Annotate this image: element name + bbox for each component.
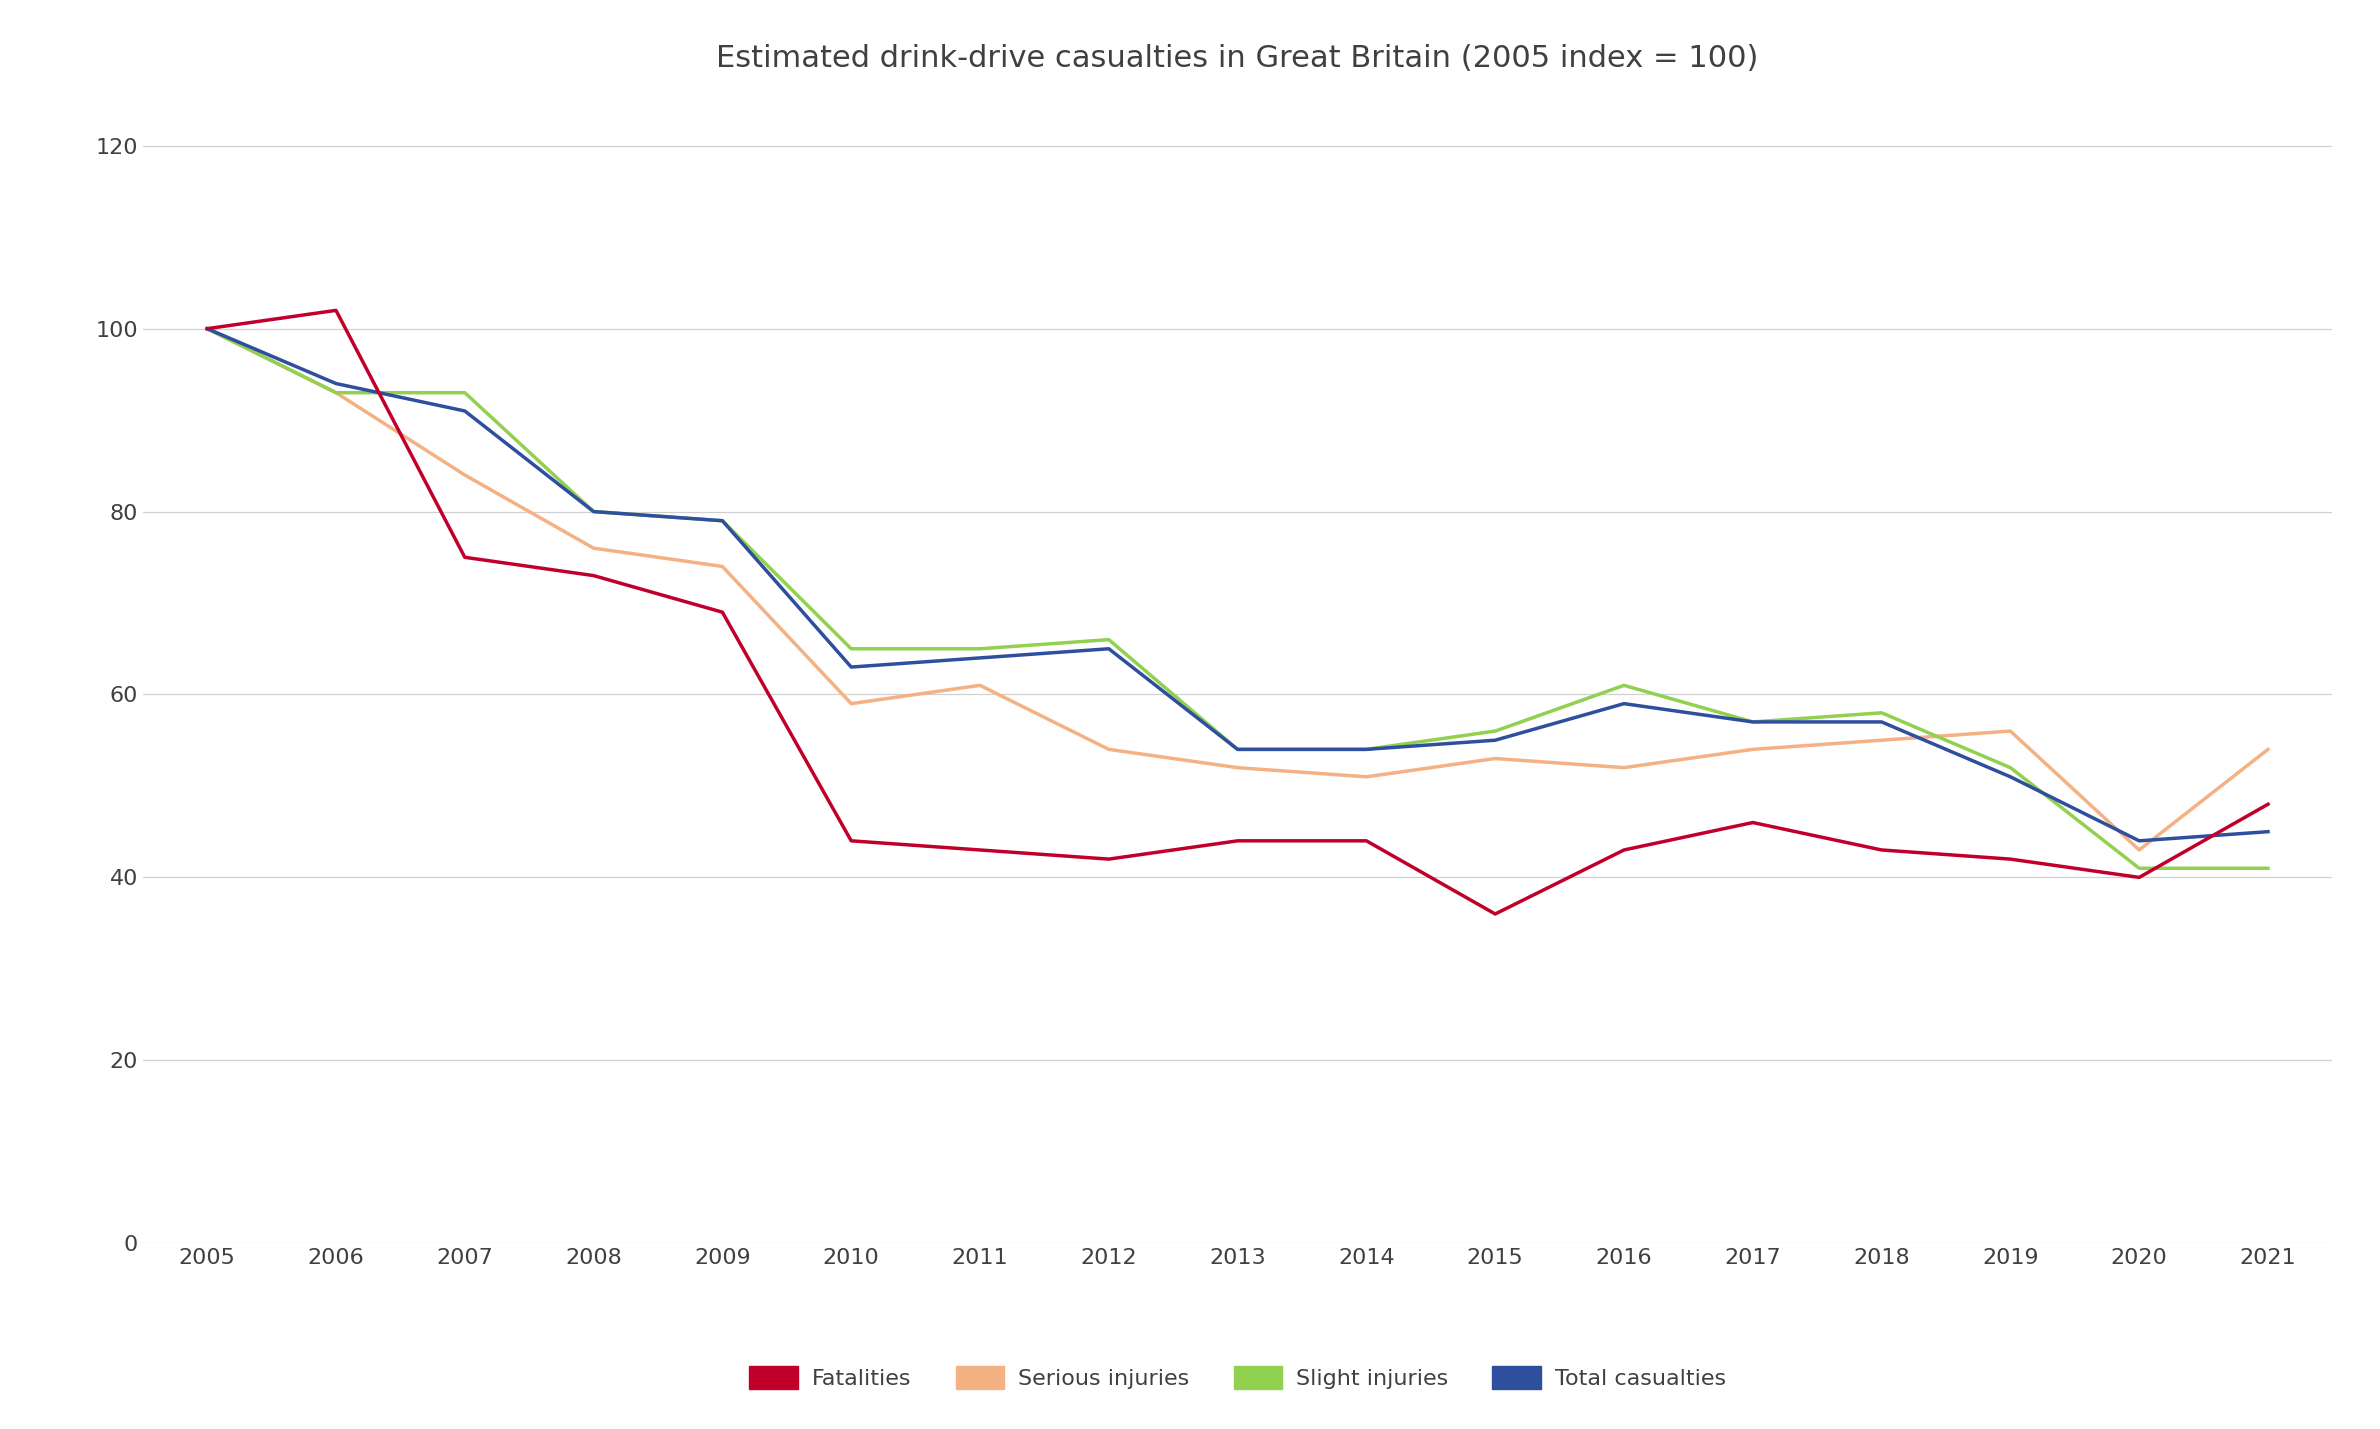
Fatalities: [1223, 832, 1252, 849]
Serious injuries: [1095, 740, 1123, 757]
Fatalities: [2254, 796, 2282, 813]
Serious injuries: [450, 466, 478, 483]
Fatalities: [193, 320, 221, 337]
Fatalities: [709, 603, 738, 620]
Line: Slight injuries: Slight injuries: [207, 329, 2268, 869]
Title: Estimated drink-drive casualties in Great Britain (2005 index = 100): Estimated drink-drive casualties in Grea…: [716, 44, 1759, 73]
Line: Serious injuries: Serious injuries: [207, 329, 2268, 850]
Fatalities: [1868, 842, 1897, 859]
Total casualties: [1480, 732, 1509, 749]
Serious injuries: [193, 320, 221, 337]
Serious injuries: [1480, 750, 1509, 767]
Total casualties: [838, 659, 866, 676]
Total casualties: [450, 403, 478, 420]
Total casualties: [193, 320, 221, 337]
Fatalities: [578, 567, 607, 584]
Serious injuries: [321, 384, 350, 402]
Slight injuries: [193, 320, 221, 337]
Slight injuries: [838, 640, 866, 657]
Total casualties: [2125, 832, 2154, 849]
Slight injuries: [1868, 704, 1897, 722]
Fatalities: [2125, 869, 2154, 886]
Line: Fatalities: Fatalities: [207, 310, 2268, 915]
Slight injuries: [450, 384, 478, 402]
Serious injuries: [838, 694, 866, 712]
Fatalities: [1737, 815, 1766, 832]
Serious injuries: [1868, 732, 1897, 749]
Total casualties: [1223, 740, 1252, 757]
Fatalities: [1997, 850, 2025, 867]
Fatalities: [450, 549, 478, 566]
Slight injuries: [2125, 860, 2154, 877]
Total casualties: [709, 512, 738, 529]
Legend: Fatalities, Serious injuries, Slight injuries, Total casualties: Fatalities, Serious injuries, Slight inj…: [740, 1358, 1735, 1398]
Total casualties: [1352, 740, 1380, 757]
Total casualties: [2254, 823, 2282, 840]
Serious injuries: [1737, 740, 1766, 757]
Total casualties: [1868, 713, 1897, 730]
Slight injuries: [321, 384, 350, 402]
Slight injuries: [1352, 740, 1380, 757]
Slight injuries: [2254, 860, 2282, 877]
Slight injuries: [966, 640, 995, 657]
Serious injuries: [1609, 759, 1637, 776]
Total casualties: [966, 649, 995, 666]
Slight injuries: [1609, 677, 1637, 694]
Serious injuries: [578, 540, 607, 557]
Total casualties: [1997, 769, 2025, 786]
Fatalities: [321, 302, 350, 319]
Total casualties: [1095, 640, 1123, 657]
Slight injuries: [1223, 740, 1252, 757]
Fatalities: [1352, 832, 1380, 849]
Fatalities: [966, 842, 995, 859]
Slight injuries: [1480, 723, 1509, 740]
Total casualties: [1609, 694, 1637, 712]
Total casualties: [578, 503, 607, 520]
Fatalities: [1480, 906, 1509, 923]
Serious injuries: [2125, 842, 2154, 859]
Serious injuries: [1352, 769, 1380, 786]
Fatalities: [1609, 842, 1637, 859]
Total casualties: [1737, 713, 1766, 730]
Fatalities: [1095, 850, 1123, 867]
Serious injuries: [709, 557, 738, 574]
Serious injuries: [966, 677, 995, 694]
Slight injuries: [709, 512, 738, 529]
Slight injuries: [1095, 632, 1123, 649]
Serious injuries: [2254, 740, 2282, 757]
Serious injuries: [1223, 759, 1252, 776]
Fatalities: [838, 832, 866, 849]
Slight injuries: [1737, 713, 1766, 730]
Total casualties: [321, 374, 350, 392]
Line: Total casualties: Total casualties: [207, 329, 2268, 840]
Slight injuries: [1997, 759, 2025, 776]
Slight injuries: [578, 503, 607, 520]
Serious injuries: [1997, 723, 2025, 740]
